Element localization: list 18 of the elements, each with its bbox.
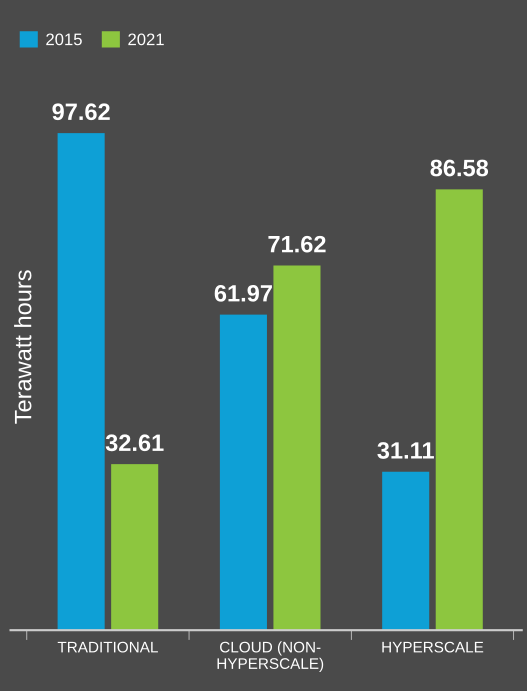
x-tick-label: TRADITIONAL [58,642,158,653]
y-axis-title: Terawatt hours [14,270,32,424]
bar [273,266,320,630]
bar [111,464,158,630]
legend-label: 2015 [46,33,82,46]
legend-label: 2021 [128,33,164,46]
bar [382,472,430,630]
data-label: 61.97 [214,284,272,302]
data-label: 97.62 [52,103,110,120]
data-label: 32.61 [106,434,164,452]
x-tick-label: CLOUD (NON- HYPERSCALE) [218,641,324,672]
data-label: 86.58 [430,160,488,176]
data-label: 31.11 [377,442,434,459]
x-tick-label: HYPERSCALE [382,642,484,653]
data-label: 71.62 [268,236,326,253]
bar [220,314,267,630]
bar [58,133,105,630]
bar [436,189,483,630]
